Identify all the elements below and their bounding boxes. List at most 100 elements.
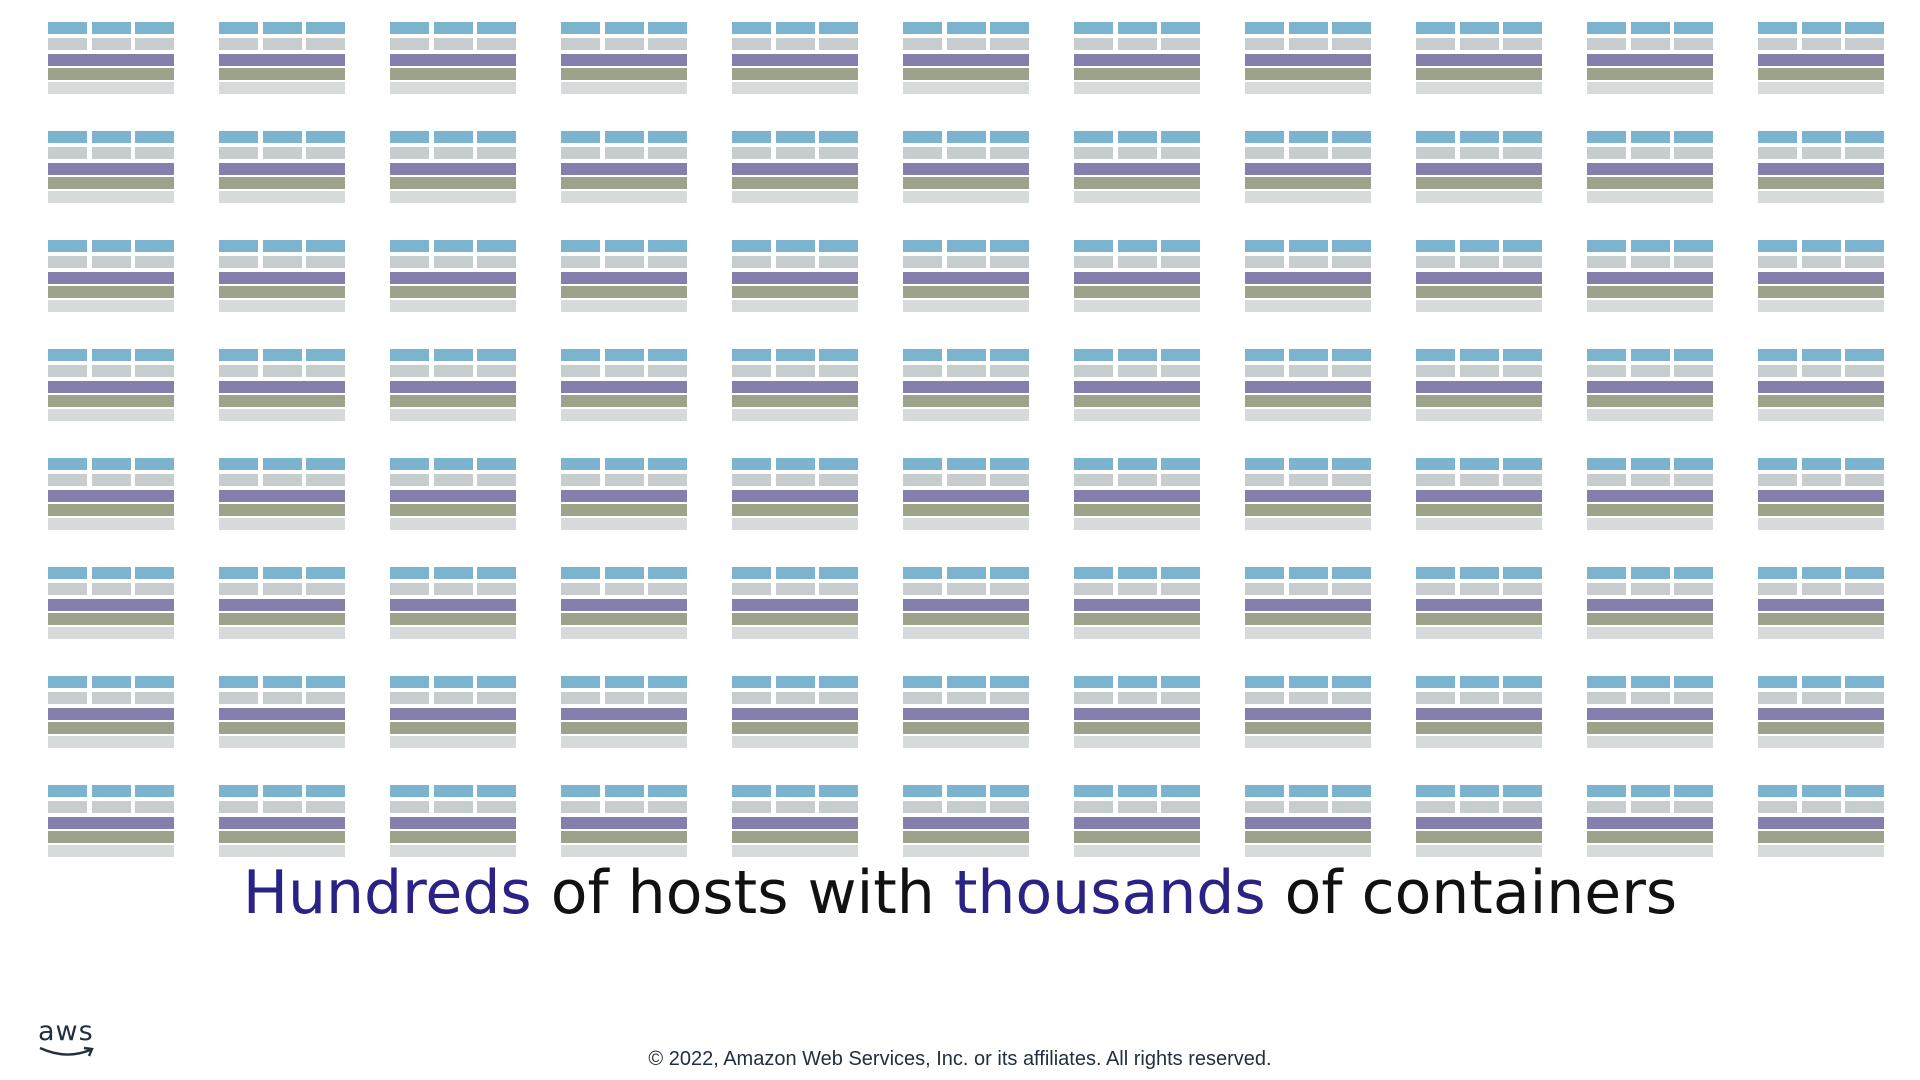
container-block bbox=[1459, 583, 1499, 595]
container-block bbox=[990, 567, 1029, 579]
container-block bbox=[1503, 349, 1542, 361]
os-layer-bar bbox=[1245, 395, 1371, 407]
container-block bbox=[1074, 567, 1113, 579]
container-block bbox=[1245, 567, 1284, 579]
hardware-layer-bar bbox=[48, 627, 174, 639]
runtime-layer-bar bbox=[1587, 599, 1713, 611]
container-block bbox=[1801, 256, 1841, 268]
container-block bbox=[903, 676, 942, 688]
container-block bbox=[1801, 692, 1841, 704]
container-block bbox=[1587, 131, 1626, 143]
container-block bbox=[1587, 349, 1626, 361]
runtime-layer-bar bbox=[732, 708, 858, 720]
runtime-layer-bar bbox=[1416, 272, 1542, 284]
runtime-layer-bar bbox=[561, 163, 687, 175]
hardware-layer-bar bbox=[1416, 518, 1542, 530]
container-block bbox=[390, 240, 429, 252]
container-block bbox=[433, 240, 473, 252]
container-block bbox=[262, 583, 302, 595]
container-block bbox=[1503, 147, 1542, 159]
hardware-layer-bar bbox=[1758, 300, 1884, 312]
container-block bbox=[648, 147, 687, 159]
os-layer-bar bbox=[732, 504, 858, 516]
runtime-layer-bar bbox=[1074, 381, 1200, 393]
container-block bbox=[604, 785, 644, 797]
container-block bbox=[1801, 365, 1841, 377]
container-block bbox=[1288, 131, 1328, 143]
runtime-layer-bar bbox=[390, 163, 516, 175]
container-row bbox=[1245, 583, 1371, 595]
runtime-layer-bar bbox=[1074, 54, 1200, 66]
container-block bbox=[1416, 567, 1455, 579]
container-block bbox=[1630, 240, 1670, 252]
host-icon bbox=[561, 458, 687, 530]
host-icon bbox=[732, 676, 858, 748]
container-block bbox=[390, 692, 429, 704]
host-icon bbox=[1587, 349, 1713, 421]
container-block bbox=[48, 240, 87, 252]
host-icon bbox=[561, 22, 687, 94]
container-block bbox=[433, 801, 473, 813]
container-block bbox=[561, 38, 600, 50]
container-block bbox=[1117, 147, 1157, 159]
host-icon bbox=[1587, 131, 1713, 203]
hardware-layer-bar bbox=[1074, 191, 1200, 203]
container-block bbox=[433, 785, 473, 797]
host-icon bbox=[732, 785, 858, 857]
hardware-layer-bar bbox=[903, 627, 1029, 639]
host-icon bbox=[1416, 458, 1542, 530]
os-layer-bar bbox=[219, 286, 345, 298]
container-row bbox=[561, 38, 687, 50]
container-row bbox=[561, 256, 687, 268]
runtime-layer-bar bbox=[1074, 163, 1200, 175]
runtime-layer-bar bbox=[1416, 490, 1542, 502]
runtime-layer-bar bbox=[1245, 708, 1371, 720]
container-block bbox=[648, 365, 687, 377]
os-layer-bar bbox=[1416, 68, 1542, 80]
container-block bbox=[1503, 38, 1542, 50]
host-icon bbox=[903, 22, 1029, 94]
host-icon bbox=[48, 676, 174, 748]
container-row bbox=[1416, 22, 1542, 34]
container-block bbox=[48, 349, 87, 361]
container-block bbox=[477, 676, 516, 688]
container-block bbox=[775, 240, 815, 252]
container-block bbox=[1416, 38, 1455, 50]
container-row bbox=[561, 801, 687, 813]
container-block bbox=[648, 676, 687, 688]
container-block bbox=[946, 38, 986, 50]
container-block bbox=[903, 474, 942, 486]
runtime-layer-bar bbox=[561, 381, 687, 393]
container-row bbox=[1416, 147, 1542, 159]
host-icon bbox=[1758, 785, 1884, 857]
container-block bbox=[1845, 22, 1884, 34]
hardware-layer-bar bbox=[561, 82, 687, 94]
hardware-layer-bar bbox=[732, 191, 858, 203]
host-icon bbox=[390, 676, 516, 748]
container-block bbox=[306, 240, 345, 252]
os-layer-bar bbox=[1416, 286, 1542, 298]
container-block bbox=[561, 676, 600, 688]
runtime-layer-bar bbox=[1416, 381, 1542, 393]
container-row bbox=[732, 692, 858, 704]
container-row bbox=[1074, 785, 1200, 797]
container-row bbox=[48, 22, 174, 34]
container-row bbox=[390, 22, 516, 34]
container-block bbox=[819, 583, 858, 595]
container-row bbox=[219, 567, 345, 579]
container-row bbox=[903, 801, 1029, 813]
container-block bbox=[1416, 349, 1455, 361]
container-block bbox=[561, 458, 600, 470]
container-block bbox=[135, 474, 174, 486]
os-layer-bar bbox=[903, 504, 1029, 516]
os-layer-bar bbox=[903, 395, 1029, 407]
container-block bbox=[1503, 131, 1542, 143]
container-block bbox=[135, 38, 174, 50]
container-block bbox=[648, 458, 687, 470]
container-block bbox=[219, 583, 258, 595]
container-block bbox=[775, 458, 815, 470]
host-icon bbox=[561, 240, 687, 312]
host-icon bbox=[390, 567, 516, 639]
container-block bbox=[1630, 474, 1670, 486]
container-block bbox=[306, 131, 345, 143]
